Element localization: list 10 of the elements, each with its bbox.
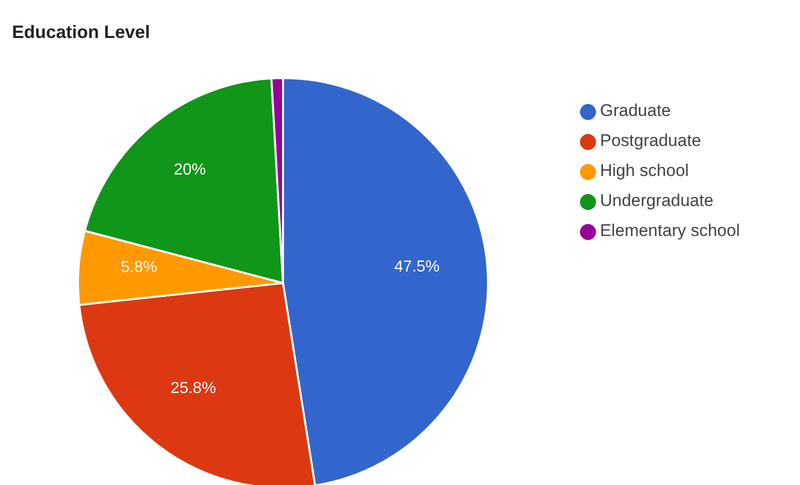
legend-label: Graduate (600, 101, 671, 120)
data-label: 25.8% (170, 380, 216, 398)
legend-label: High school (600, 161, 689, 180)
legend-label: Elementary school (600, 221, 740, 240)
data-label: 5.8% (120, 259, 158, 276)
legend-label: Postgraduate (600, 131, 702, 150)
legend-label: Undergraduate (600, 191, 714, 210)
chart-title: Education Level (12, 22, 150, 42)
data-label: 47.5% (394, 258, 440, 276)
data-label: 20% (174, 162, 206, 179)
